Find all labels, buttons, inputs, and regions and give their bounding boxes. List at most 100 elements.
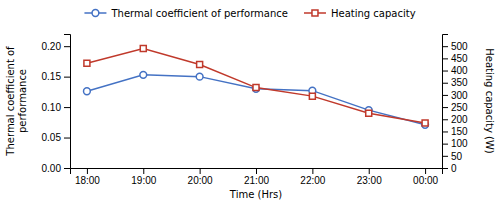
marks bbox=[84, 46, 429, 129]
tick: 22:00 bbox=[300, 168, 325, 186]
tick: 0.15 bbox=[42, 71, 70, 82]
tick-mark bbox=[64, 77, 70, 78]
marker bbox=[84, 60, 90, 66]
tick-label: 18:00 bbox=[75, 175, 100, 186]
tick-mark bbox=[442, 58, 448, 59]
tick-mark bbox=[442, 144, 448, 145]
tick: 21:00 bbox=[244, 168, 269, 186]
y-axis: 0.00 0.05 0.10 0.15 0.20 bbox=[42, 35, 71, 174]
tick-label: 0.05 bbox=[42, 132, 62, 143]
plot: 18:0019:0020:0021:0022:0023:0000:000.000… bbox=[5, 35, 495, 201]
tick-mark bbox=[442, 119, 448, 120]
tick: 150 bbox=[442, 126, 468, 137]
tick: 350 bbox=[442, 77, 468, 88]
tick-label: 50 bbox=[451, 151, 463, 162]
tick-mark bbox=[442, 71, 448, 72]
series bbox=[84, 46, 428, 126]
legend-item: Thermal coefficient of performance bbox=[84, 8, 288, 19]
tick-label: 0 bbox=[451, 163, 457, 174]
tick: 0 bbox=[442, 163, 457, 174]
line bbox=[87, 75, 425, 125]
tick-label: 0.10 bbox=[42, 102, 62, 113]
marker bbox=[309, 93, 315, 99]
legend-item: Heating capacity bbox=[304, 8, 416, 19]
y2-axis-title: Heating capacity (W) bbox=[484, 48, 495, 154]
tick-label: 23:00 bbox=[357, 175, 382, 186]
tick-label: 350 bbox=[451, 77, 468, 88]
line bbox=[87, 49, 425, 123]
tick-label: 400 bbox=[451, 65, 468, 76]
tick-label: 22:00 bbox=[300, 175, 325, 186]
tick: 0.00 bbox=[42, 163, 70, 174]
tick-mark bbox=[64, 168, 70, 169]
y2-axis: 050 100150200250300 350400450500 bbox=[442, 35, 468, 174]
tick: 400 bbox=[442, 65, 468, 76]
axis-line bbox=[443, 35, 449, 169]
marker bbox=[422, 120, 428, 126]
legend-marker bbox=[312, 10, 318, 16]
tick-mark bbox=[442, 107, 448, 108]
axis-line bbox=[71, 169, 443, 175]
tick: 450 bbox=[442, 53, 468, 64]
tick-mark bbox=[64, 46, 70, 47]
legend: Thermal coefficient of performance Heatin… bbox=[84, 8, 415, 19]
tick-mark bbox=[87, 168, 88, 174]
tick: 100 bbox=[442, 138, 468, 149]
tick: 300 bbox=[442, 90, 468, 101]
tick-mark bbox=[442, 83, 448, 84]
tick-mark bbox=[425, 168, 426, 174]
legend-label: Thermal coefficient of performance bbox=[110, 8, 288, 19]
tick: 0.10 bbox=[42, 102, 70, 113]
marker bbox=[253, 85, 259, 91]
tick: 500 bbox=[442, 41, 468, 52]
tick-label: 0.20 bbox=[42, 41, 62, 52]
legend-marker bbox=[92, 10, 99, 17]
tick-mark bbox=[64, 138, 70, 139]
x-axis: 18:00 19:00 20:00 21:00 22:00 23:00 00:00 bbox=[71, 168, 443, 186]
tick-label: 200 bbox=[451, 114, 468, 125]
tick-mark bbox=[312, 168, 313, 174]
tick-label: 250 bbox=[451, 102, 468, 113]
series bbox=[84, 71, 429, 128]
tick-label: 21:00 bbox=[244, 175, 269, 186]
tick-label: 500 bbox=[451, 41, 468, 52]
marker bbox=[366, 110, 372, 116]
marker bbox=[197, 61, 203, 67]
tick-mark bbox=[64, 107, 70, 108]
axis-line bbox=[64, 35, 71, 169]
tick-label: 19:00 bbox=[131, 175, 156, 186]
marker bbox=[140, 71, 147, 78]
marker bbox=[84, 88, 91, 95]
tick: 18:00 bbox=[75, 168, 100, 186]
tick: 250 bbox=[442, 102, 468, 113]
tick-mark bbox=[442, 168, 448, 169]
chart: 18:0019:0020:0021:0022:0023:0000:000.000… bbox=[0, 0, 500, 202]
tick: 19:00 bbox=[131, 168, 156, 186]
tick-mark bbox=[442, 46, 448, 47]
tick-label: 300 bbox=[451, 90, 468, 101]
tick-mark bbox=[143, 168, 144, 174]
tick: 23:00 bbox=[357, 168, 382, 186]
tick-label: 00:00 bbox=[413, 175, 438, 186]
tick-label: 450 bbox=[451, 53, 468, 64]
marker bbox=[140, 46, 146, 52]
tick-mark bbox=[442, 131, 448, 132]
tick: 50 bbox=[442, 151, 463, 162]
tick-label: 150 bbox=[451, 126, 468, 137]
y-axis-title: Thermal coefficient ofperformance bbox=[5, 46, 28, 157]
tick-label: 0.15 bbox=[42, 71, 62, 82]
tick-mark bbox=[442, 95, 448, 96]
tick-mark bbox=[200, 168, 201, 174]
tick-mark bbox=[256, 168, 257, 174]
tick-label: 20:00 bbox=[188, 175, 213, 186]
legend-label: Heating capacity bbox=[331, 8, 416, 19]
tick: 00:00 bbox=[413, 168, 438, 186]
tick: 20:00 bbox=[188, 168, 213, 186]
tick-label: 0.00 bbox=[42, 163, 62, 174]
tick: 200 bbox=[442, 114, 468, 125]
marker bbox=[253, 85, 260, 92]
tick: 0.20 bbox=[42, 41, 70, 52]
tick-label: 100 bbox=[451, 138, 468, 149]
marker bbox=[196, 73, 203, 80]
tick-mark bbox=[369, 168, 370, 174]
